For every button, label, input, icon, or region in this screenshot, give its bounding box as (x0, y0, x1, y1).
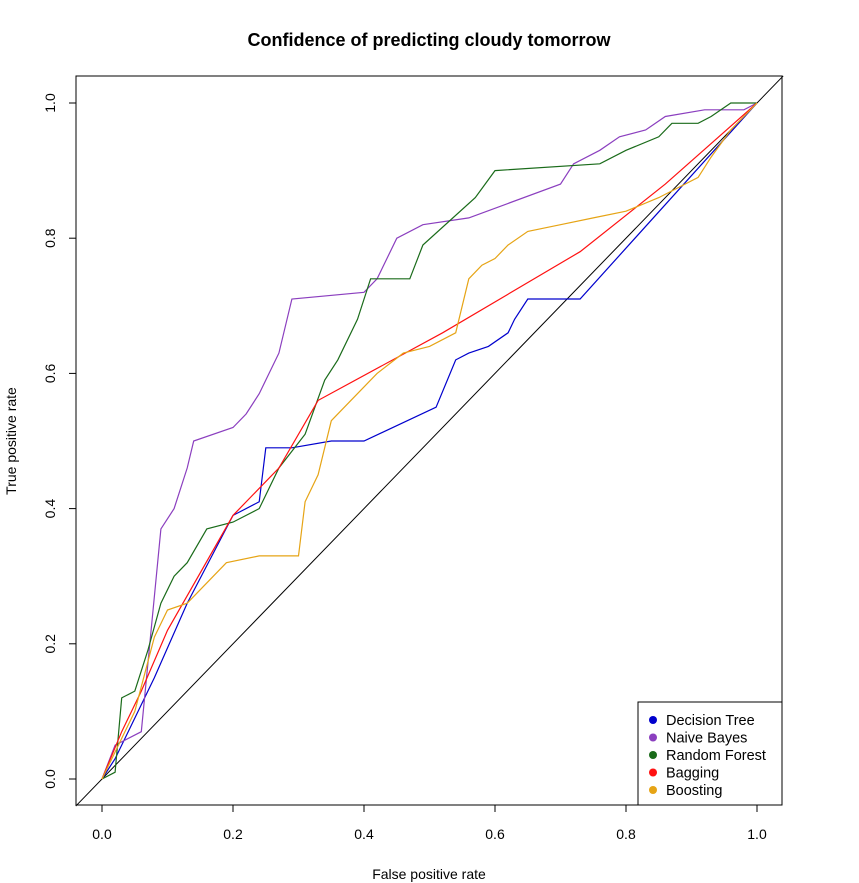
series-line-bagging (101, 102, 758, 780)
legend-label: Naive Bayes (666, 731, 747, 747)
plot-area (75, 75, 784, 807)
series-line-random-forest (101, 102, 757, 780)
legend-box (637, 701, 783, 806)
y-tick-label: 0.2 (42, 634, 58, 654)
plot-frame (75, 75, 783, 806)
x-tick-label: 0.4 (354, 826, 374, 842)
x-tick-label: 0.8 (616, 826, 636, 842)
x-axis-label: False positive rate (372, 866, 486, 882)
x-tick-label: 0.2 (223, 826, 243, 842)
legend-marker (649, 733, 657, 742)
legend-label: Decision Tree (666, 713, 755, 729)
legend-marker (649, 716, 657, 724)
y-axis-label: True positive rate (3, 387, 19, 495)
legend-marker (649, 768, 657, 777)
x-tick-label: 1.0 (747, 826, 767, 842)
legend-marker (649, 786, 657, 794)
y-tick-label: 0.4 (42, 499, 58, 519)
legend-label: Bagging (666, 766, 719, 782)
series-line-decision-tree (101, 102, 758, 780)
x-tick-label: 0.0 (92, 826, 112, 842)
y-tick-label: 0.8 (42, 228, 58, 248)
y-tick-label: 1.0 (42, 93, 58, 113)
y-tick-label: 0.6 (42, 363, 58, 383)
series-line-naive-bayes (101, 102, 758, 780)
x-tick-label: 0.6 (485, 826, 505, 842)
legend-label: Boosting (666, 783, 722, 799)
axes: 0.0 0.2 0.4 0.6 0.8 1.0 0.0 0.2 0.4 0.6 0.8 1.0 (42, 93, 767, 842)
series-line-boosting (101, 102, 758, 780)
reference-diagonal-line (75, 75, 784, 807)
legend-label: Random Forest (666, 748, 766, 764)
y-tick-label: 0.0 (42, 769, 58, 789)
chart-title: Confidence of predicting cloudy tomorrow (247, 30, 611, 50)
legend-marker (649, 751, 657, 759)
